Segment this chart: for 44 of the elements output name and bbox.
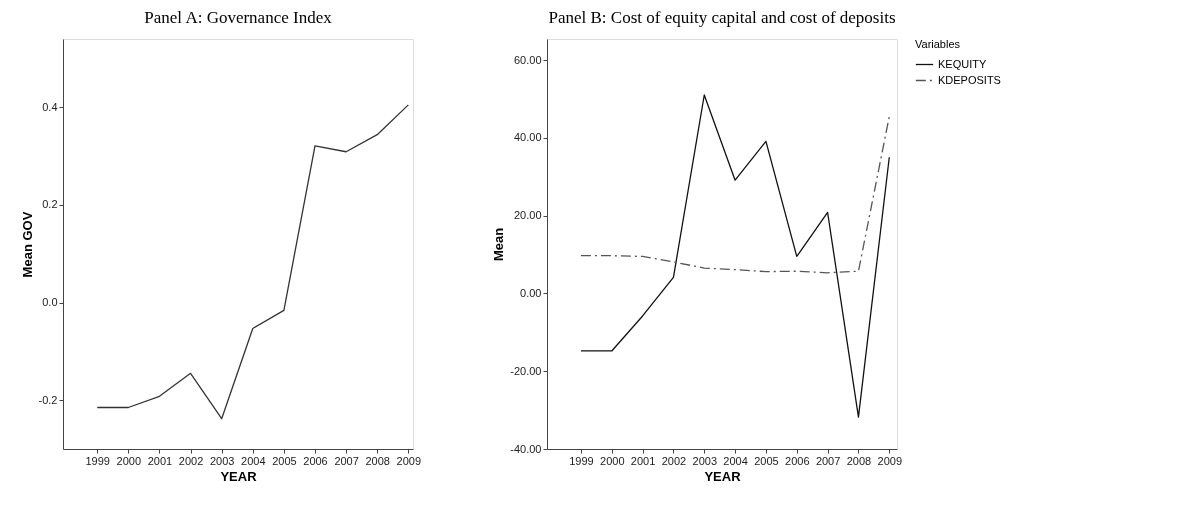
y-tick-label: 20.00 [513,209,542,222]
y-tick-label: 0.0 [42,296,58,309]
x-tick-label: 2001 [630,454,656,467]
legend-title: Variables [915,38,961,50]
line-series [580,115,890,274]
x-tick-label: 2005 [272,454,297,467]
legend-label: KEQUITY [938,57,987,70]
x-tick-label: 2006 [785,454,810,467]
x-tick-label: 2003 [209,454,235,467]
x-tick-label: 2004 [241,454,266,467]
y-tick-label: 0.4 [42,100,58,113]
y-axis-title: Mean GOV [19,211,35,278]
x-tick-label: 2002 [178,454,204,467]
x-tick-label: 2007 [815,454,841,467]
x-tick-label: 2001 [147,454,173,467]
x-tick-label: 2008 [846,454,872,467]
y-axis-title: Mean [491,227,507,262]
line-series [580,94,890,418]
x-tick-label: 2005 [754,454,779,467]
chart-title: Panel A: Governance Index [144,8,333,27]
x-tick-label: 2008 [365,454,390,467]
x-tick-label: 2000 [600,454,625,467]
x-tick-label: 2007 [334,454,359,467]
y-tick-label: -40.00 [510,442,542,455]
chart-title: Panel B: Cost of equity capital and cost of deposits [548,8,896,27]
x-tick-label: 2003 [692,454,718,467]
x-tick-label: 2002 [661,454,687,467]
x-tick-label: 2009 [396,454,422,467]
y-tick-label: -20.00 [510,364,542,377]
x-tick-label: 1999 [85,454,110,467]
y-tick-label: 40.00 [513,131,542,144]
x-tick-label: 2004 [723,454,748,467]
y-tick-label: 0.2 [42,198,58,211]
line-series [96,104,409,420]
x-tick-label: 2009 [877,454,903,467]
y-tick-label: 60.00 [513,53,542,66]
y-tick-label: 0.00 [520,286,542,299]
x-tick-label: 2006 [303,454,328,467]
x-tick-label: 2000 [116,454,142,467]
x-axis-title: YEAR [704,468,742,484]
x-axis-title: YEAR [220,468,258,484]
x-tick-label: 1999 [569,454,594,467]
legend-label: KDEPOSITS [938,73,1001,86]
y-tick-label: -0.2 [38,393,58,406]
